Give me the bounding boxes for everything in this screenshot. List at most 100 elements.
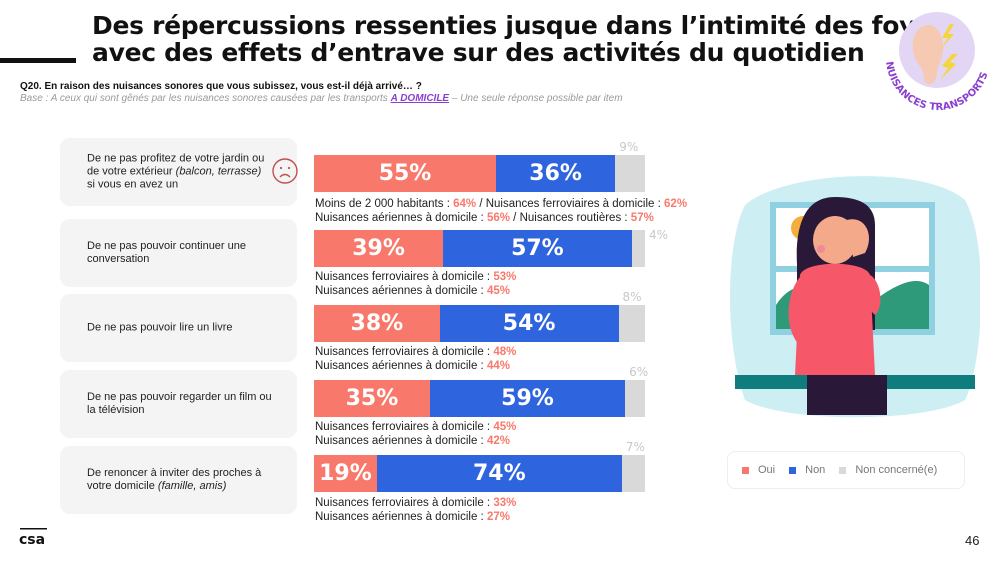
subgroup-note: Nuisances ferroviaires à domicile : 45% N…	[315, 420, 516, 448]
subgroup-value: 45%	[486, 285, 510, 297]
data-label-non: 74%	[473, 461, 526, 486]
page-title: Des répercussions ressenties jusque dans…	[92, 12, 968, 66]
subgroup-label: Nuisances aériennes à domicile :	[315, 212, 487, 224]
question-text: Q20. En raison des nuisances sonores que…	[20, 81, 422, 92]
title-line-1: Des répercussions ressenties jusque dans…	[92, 11, 968, 40]
data-label-oui: 55%	[378, 161, 432, 186]
bar-segment-oui: 38%	[314, 305, 440, 342]
item-label: De ne pas pouvoir lire un livre	[87, 322, 277, 335]
base-prefix: Base : A ceux qui sont gênés par les nui…	[20, 93, 391, 104]
woman-facepalm-illustration	[730, 176, 980, 418]
bar-segment-nc	[621, 455, 645, 492]
subgroup-label: Nuisances aériennes à domicile :	[315, 285, 487, 297]
bar-segment-oui: 39%	[314, 230, 444, 267]
sad-face-icon	[272, 158, 298, 184]
item-label-after: si vous en avez un	[87, 178, 179, 191]
bar-segment-oui: 19%	[314, 455, 377, 492]
stacked-bar: 35% 59%	[314, 380, 645, 417]
lightning-icon	[940, 24, 954, 50]
item-label-italic: (balcon, terrasse)	[175, 165, 262, 178]
legend-swatch-nc	[839, 466, 847, 474]
item-label: De renoncer à inviter des proches à votr…	[87, 467, 277, 493]
item-label-card: De ne pas pouvoir lire un livre	[60, 294, 297, 362]
item-label: De ne pas pouvoir regarder un film ou la…	[87, 391, 277, 417]
item-label-text: De ne pas pouvoir lire un livre	[87, 321, 233, 334]
csa-logo: csa	[19, 528, 47, 547]
data-label-non: 57%	[511, 236, 564, 261]
bar-segment-non: 36%	[496, 155, 616, 192]
subgroup-label: Nuisances aériennes à domicile :	[315, 360, 487, 372]
title-accent-line	[0, 58, 76, 63]
data-label-oui: 19%	[319, 461, 372, 486]
subgroup-note-line: Nuisances ferroviaires à domicile : 53%	[315, 270, 516, 284]
subgroup-label: Nuisances ferroviaires à domicile :	[315, 497, 494, 509]
subgroup-label: Nuisances aériennes à domicile :	[315, 435, 487, 447]
data-label-non-concerne: 8%	[622, 290, 642, 304]
title-line-2: avec des effets d’entrave sur des activi…	[92, 38, 865, 67]
subgroup-label: / Nuisances ferroviaires à domicile :	[476, 198, 665, 210]
subgroup-value: 57%	[630, 212, 654, 224]
subgroup-label: / Nuisances routières :	[509, 212, 631, 224]
subgroup-label: Moins de 2 000 habitants :	[315, 198, 454, 210]
base-suffix: – Une seule réponse possible par item	[449, 93, 623, 104]
item-label: De ne pas profitez de votre jardin ou de…	[87, 153, 272, 192]
item-label-italic: (famille, amis)	[157, 480, 227, 492]
bar-segment-oui: 55%	[314, 155, 497, 192]
data-label-non: 59%	[501, 386, 554, 411]
legend-swatch-oui	[742, 466, 749, 474]
data-label-oui: 38%	[350, 311, 404, 336]
data-label-non: 36%	[529, 161, 582, 186]
subgroup-value: 42%	[486, 435, 510, 447]
legend-label-nc: Non concerné(e)	[855, 464, 938, 476]
data-label-non: 54%	[502, 311, 556, 336]
data-label-non-concerne: 4%	[649, 228, 669, 242]
bar-segment-non: 74%	[376, 455, 622, 492]
subgroup-value: 45%	[493, 421, 517, 433]
subgroup-note-line: Nuisances ferroviaires à domicile : 45%	[315, 420, 516, 434]
legend-label-non: Non	[805, 464, 826, 476]
subgroup-value: 53%	[493, 271, 517, 283]
legend-item-nc: Non concerné(e)	[839, 464, 937, 476]
data-label-non-concerne: 9%	[619, 140, 639, 154]
subgroup-note-line: Nuisances aériennes à domicile : 44%	[315, 359, 516, 373]
item-label-text: De ne pas profitez de votre jardin ou de…	[87, 152, 265, 178]
item-label-text: De renoncer à inviter des proches à votr…	[87, 467, 262, 492]
ear-icon	[912, 25, 944, 85]
subgroup-note: Nuisances ferroviaires à domicile : 48% N…	[315, 345, 516, 373]
legend-swatch-non	[789, 466, 797, 474]
subgroup-value: 62%	[664, 198, 688, 210]
item-label-card: De ne pas pouvoir regarder un film ou la…	[60, 370, 297, 438]
item-label-card: De renoncer à inviter des proches à votr…	[60, 446, 297, 514]
subgroup-label: Nuisances ferroviaires à domicile :	[315, 271, 494, 283]
legend-label-oui: Oui	[758, 464, 776, 476]
bar-segment-non: 57%	[443, 230, 632, 267]
subgroup-label: Nuisances aériennes à domicile :	[315, 511, 487, 523]
logo-text: csa	[19, 532, 45, 547]
stacked-bar: 39% 57%	[314, 230, 645, 267]
data-label-non-concerne: 6%	[629, 365, 649, 379]
subgroup-label: Nuisances ferroviaires à domicile :	[315, 346, 494, 358]
nuisances-transports-badge: NUISANCES TRANSPORTS	[883, 12, 991, 113]
stacked-bar: 55% 36%	[314, 155, 645, 192]
bar-segment-oui: 35%	[314, 380, 430, 417]
item-label-text: De ne pas pouvoir regarder un film ou la…	[87, 391, 272, 416]
base-text: Base : A ceux qui sont gênés par les nui…	[20, 93, 623, 104]
bar-segment-nc	[615, 155, 645, 192]
chart-legend: Oui Non Non concerné(e)	[727, 451, 965, 489]
subgroup-note: Nuisances ferroviaires à domicile : 53% N…	[315, 270, 516, 298]
bar-segment-nc	[625, 380, 645, 417]
subgroup-value: 44%	[486, 360, 510, 372]
bar-segment-non: 59%	[429, 380, 626, 417]
data-label-non-concerne: 7%	[625, 440, 645, 454]
subgroup-note-line: Nuisances aériennes à domicile : 45%	[315, 284, 516, 298]
legend-item-oui: Oui	[742, 464, 775, 476]
item-label-card: De ne pas pouvoir continuer une conversa…	[60, 219, 297, 287]
item-label-card: De ne pas profitez de votre jardin ou de…	[60, 138, 297, 206]
lightning-icon	[940, 54, 958, 80]
subgroup-note-line: Moins de 2 000 habitants : 64% / Nuisanc…	[315, 197, 687, 211]
legend-item-non: Non	[789, 464, 825, 476]
page-number: 46	[965, 533, 980, 548]
base-highlight: A DOMICILE	[390, 93, 450, 104]
subgroup-note-line: Nuisances ferroviaires à domicile : 33%	[315, 496, 516, 510]
subgroup-note: Moins de 2 000 habitants : 64% / Nuisanc…	[315, 197, 687, 225]
